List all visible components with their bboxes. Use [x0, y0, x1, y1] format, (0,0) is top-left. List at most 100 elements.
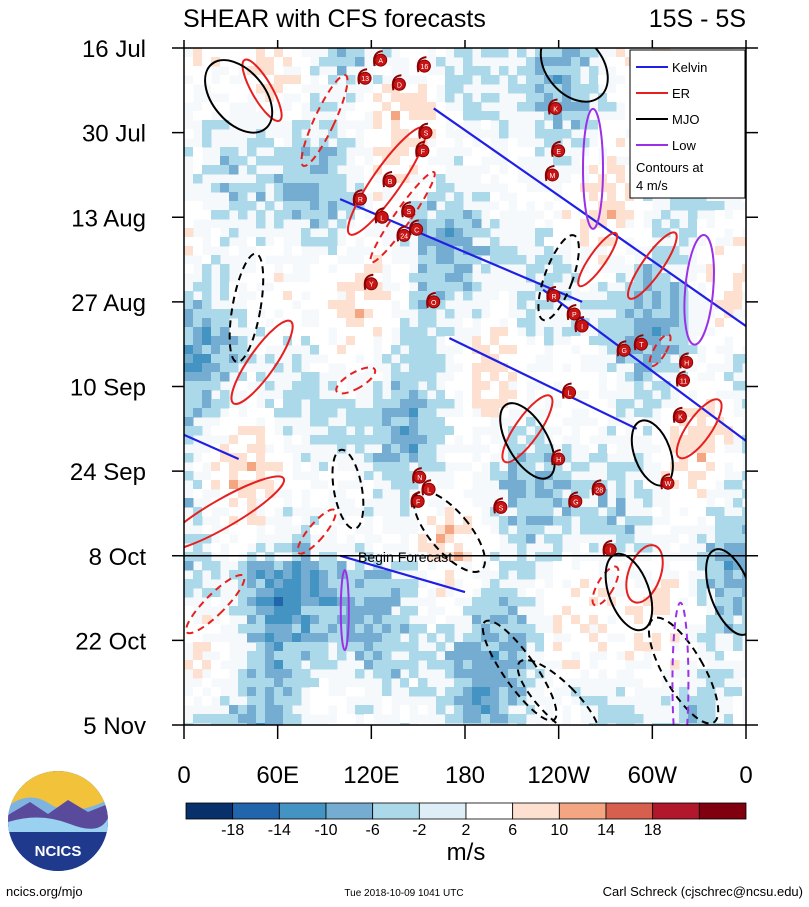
field-cell	[193, 147, 203, 157]
colorbar-unit: m/s	[447, 839, 486, 866]
field-cell	[418, 228, 428, 238]
field-cell	[697, 417, 707, 427]
field-cell	[256, 714, 266, 724]
field-cell	[535, 480, 545, 490]
field-cell	[724, 588, 734, 598]
field-cell	[346, 408, 356, 418]
field-cell	[355, 291, 365, 301]
field-cell	[274, 327, 284, 337]
field-cell	[274, 606, 284, 616]
field-cell	[589, 408, 599, 418]
field-cell	[229, 93, 239, 103]
field-cell	[292, 390, 302, 400]
field-cell	[580, 543, 590, 553]
colorbar-tick-label: 18	[644, 822, 662, 839]
field-cell	[616, 246, 626, 256]
field-cell	[355, 210, 365, 220]
field-cell	[427, 660, 437, 670]
field-cell	[499, 561, 509, 571]
field-cell	[625, 534, 635, 544]
field-cell	[373, 408, 383, 418]
field-cell	[463, 48, 473, 58]
field-cell	[616, 66, 626, 76]
field-cell	[634, 669, 644, 679]
field-cell	[355, 300, 365, 310]
field-cell	[283, 57, 293, 67]
field-cell	[616, 336, 626, 346]
field-cell	[553, 237, 563, 247]
field-cell	[625, 336, 635, 346]
field-cell	[571, 174, 581, 184]
field-cell	[355, 705, 365, 715]
field-cell	[607, 651, 617, 661]
field-cell	[688, 282, 698, 292]
field-cell	[517, 615, 527, 625]
field-cell	[526, 480, 536, 490]
field-cell	[580, 570, 590, 580]
field-cell	[202, 120, 212, 130]
field-cell	[265, 714, 275, 724]
field-cell	[283, 597, 293, 607]
field-cell	[274, 444, 284, 454]
field-cell	[526, 318, 536, 328]
field-cell	[292, 588, 302, 598]
field-cell	[274, 174, 284, 184]
field-cell	[247, 237, 257, 247]
field-cell	[589, 669, 599, 679]
field-cell	[454, 489, 464, 499]
field-cell	[724, 651, 734, 661]
field-cell	[436, 210, 446, 220]
field-cell	[652, 327, 662, 337]
field-cell	[598, 327, 608, 337]
field-cell	[562, 192, 572, 202]
field-cell	[598, 255, 608, 265]
field-cell	[490, 534, 500, 544]
field-cell	[346, 354, 356, 364]
field-cell	[391, 597, 401, 607]
field-cell	[517, 516, 527, 526]
field-cell	[436, 399, 446, 409]
field-cell	[436, 129, 446, 139]
field-cell	[553, 579, 563, 589]
field-cell	[715, 246, 725, 256]
field-cell	[607, 120, 617, 130]
field-cell	[211, 345, 221, 355]
field-cell	[292, 75, 302, 85]
field-cell	[220, 669, 230, 679]
field-cell	[274, 543, 284, 553]
field-cell	[211, 723, 221, 725]
field-cell	[715, 444, 725, 454]
field-cell	[742, 471, 746, 481]
field-cell	[193, 687, 203, 697]
field-cell	[463, 543, 473, 553]
field-cell	[382, 651, 392, 661]
field-cell	[490, 651, 500, 661]
field-cell	[544, 336, 554, 346]
field-cell	[526, 93, 536, 103]
field-cell	[670, 489, 680, 499]
field-cell	[454, 480, 464, 490]
field-cell	[184, 345, 194, 355]
field-cell	[184, 66, 194, 76]
field-cell	[382, 93, 392, 103]
field-cell	[517, 669, 527, 679]
field-cell	[220, 165, 230, 175]
field-cell	[607, 201, 617, 211]
field-cell	[346, 201, 356, 211]
field-cell	[418, 426, 428, 436]
field-cell	[220, 462, 230, 472]
field-cell	[562, 48, 572, 58]
field-cell	[733, 597, 743, 607]
field-cell	[220, 237, 230, 247]
field-cell	[535, 336, 545, 346]
storm-marker: B	[382, 170, 397, 188]
field-cell	[220, 318, 230, 328]
field-cell	[283, 705, 293, 715]
field-cell	[292, 309, 302, 319]
field-cell	[616, 210, 626, 220]
field-cell	[607, 660, 617, 670]
field-cell	[499, 516, 509, 526]
field-cell	[229, 462, 239, 472]
field-cell	[400, 723, 410, 725]
field-cell	[256, 48, 266, 58]
